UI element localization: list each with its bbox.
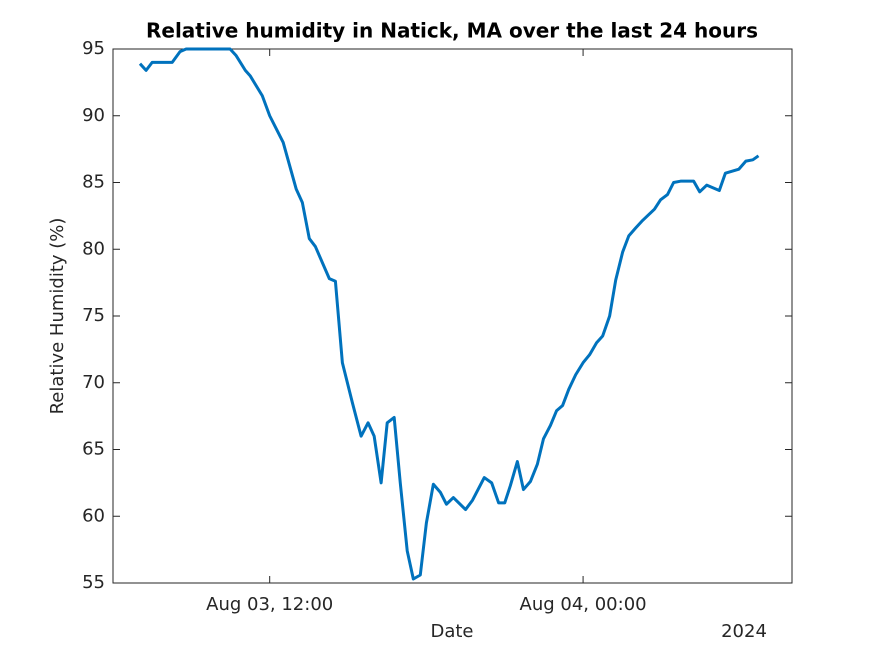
y-tick-label: 75 (82, 305, 105, 326)
x-year-label: 2024 (721, 621, 767, 642)
y-tick-label: 85 (82, 172, 105, 193)
y-tick-label: 60 (82, 505, 105, 526)
y-axis-label: Relative Humidity (%) (47, 218, 68, 415)
chart-title: Relative humidity in Natick, MA over the… (146, 19, 758, 43)
plot-area (112, 48, 793, 584)
x-axis-label: Date (430, 621, 473, 642)
y-tick-label: 90 (82, 105, 105, 126)
y-tick-label: 55 (82, 572, 105, 593)
y-tick-label: 80 (82, 238, 105, 259)
y-tick-label: 95 (82, 38, 105, 59)
data-line (138, 47, 760, 581)
x-tick-label: Aug 03, 12:00 (206, 594, 333, 615)
y-tick-label: 70 (82, 372, 105, 393)
x-tick-label: Aug 04, 00:00 (520, 594, 647, 615)
y-tick-label: 65 (82, 439, 105, 460)
